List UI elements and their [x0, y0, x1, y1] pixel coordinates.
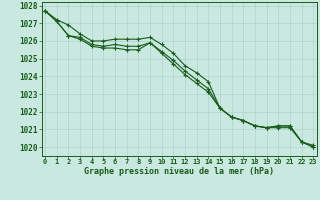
- X-axis label: Graphe pression niveau de la mer (hPa): Graphe pression niveau de la mer (hPa): [84, 167, 274, 176]
